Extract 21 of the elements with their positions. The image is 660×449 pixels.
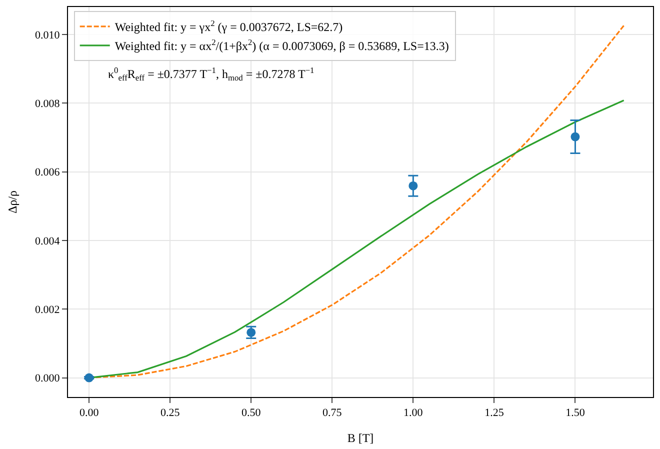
x-axis-title: B [T] [347, 431, 374, 446]
y-axis-title: Δρ/ρ [5, 190, 20, 214]
y-tick-label: 0.002 [35, 304, 60, 316]
point [84, 373, 94, 382]
y-tick-label: 0.000 [35, 372, 60, 385]
y-tick-label: 0.008 [35, 98, 60, 110]
point [408, 181, 418, 190]
x-tick-label: 0.75 [322, 407, 342, 420]
text: κ$^{0}$$_{eff}$R$_{eff}$ = ±0.7377 T$^{−1}$, h$_{mod}$ = ±0.7278 T$^{−1}$ [108, 66, 314, 83]
x-tick-label: 0.50 [241, 407, 262, 420]
x-tick-label: 1.25 [484, 407, 504, 420]
x-tick-label: 1.00 [404, 407, 424, 420]
y-tick-label: 0.004 [35, 235, 60, 248]
legend-label: Weighted fit: y = γx$^{2}$ (γ = 0.0037672, LS=62.7) [114, 19, 343, 34]
y-tick-label: 0.010 [35, 29, 60, 42]
x-tick-label: 0.25 [160, 407, 180, 420]
legend-label: Weighted fit: y = αx$^{2}$/(1+βx$^{2}$) (α = 0.0073069, β = 0.53689, LS=13.3) [114, 38, 449, 54]
point [570, 132, 580, 142]
x-tick-label: 1.50 [566, 407, 586, 420]
y-tick-label: 0.006 [35, 166, 60, 179]
x-tick-label: 0.00 [79, 407, 100, 420]
